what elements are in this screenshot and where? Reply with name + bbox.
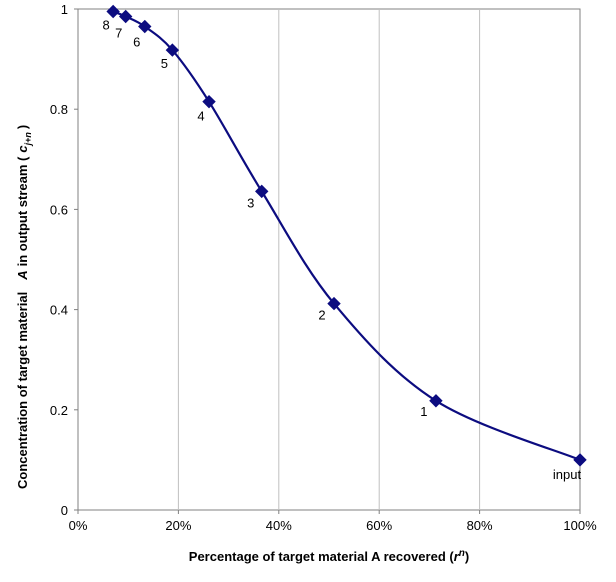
y-axis-ticks: 0 0.2 0.4 0.6 0.8 1	[50, 2, 78, 518]
data-point-marker	[202, 94, 216, 109]
data-point-marker	[138, 19, 152, 34]
x-tick-label: 40%	[266, 518, 292, 533]
point-label: 7	[115, 26, 122, 41]
x-tick-label: 100%	[563, 518, 597, 533]
y-tick-label: 0.4	[50, 303, 68, 318]
data-points	[106, 4, 587, 467]
data-point-marker	[429, 394, 443, 408]
y-tick-label: 0.2	[50, 403, 68, 418]
gridlines	[177, 9, 481, 510]
x-tick-label: 60%	[366, 518, 392, 533]
point-label: 6	[133, 35, 140, 50]
point-label: 1	[420, 404, 427, 419]
y-tick-label: 1	[61, 2, 68, 17]
point-label: input	[553, 467, 582, 482]
x-tick-label: 20%	[165, 518, 191, 533]
data-point-marker	[165, 43, 180, 57]
point-label: 8	[103, 18, 110, 33]
y-axis-title: Concentration of target materialAin outp…	[15, 125, 33, 489]
y-tick-label: 0.8	[50, 102, 68, 117]
x-tick-label: 0%	[69, 518, 88, 533]
data-point-marker	[573, 453, 587, 467]
plot-area	[77, 8, 581, 511]
point-labels: 876 5 4 3 2 1 input	[103, 18, 582, 482]
point-label: 4	[197, 109, 204, 124]
x-axis-title: Percentage of target material A recovere…	[189, 548, 469, 564]
data-point-marker	[106, 4, 120, 19]
x-tick-label: 80%	[467, 518, 493, 533]
data-point-marker	[118, 9, 133, 24]
point-label: 3	[247, 195, 254, 210]
data-point-marker	[327, 296, 341, 311]
y-tick-label: 0.6	[50, 202, 68, 217]
data-point-marker	[255, 184, 269, 199]
point-label: 5	[161, 56, 168, 71]
y-tick-label: 0	[61, 503, 68, 518]
point-label: 2	[318, 308, 325, 323]
x-axis-ticks: 0% 20% 40% 60% 80% 100%	[69, 510, 597, 533]
